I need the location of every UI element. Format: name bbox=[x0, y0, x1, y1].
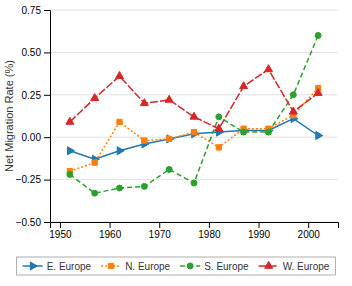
point bbox=[66, 117, 74, 124]
point bbox=[142, 138, 147, 143]
point bbox=[141, 183, 147, 189]
point bbox=[190, 112, 198, 119]
legend-symbol bbox=[187, 263, 193, 269]
point bbox=[289, 107, 297, 114]
tick-mark bbox=[110, 222, 111, 228]
point bbox=[265, 129, 271, 135]
tick-label: 0.00 bbox=[22, 132, 42, 143]
point bbox=[241, 129, 247, 135]
tick-mark bbox=[44, 95, 50, 96]
y-axis: −0.50 −0.25 0.00 0.25 0.50 0.75 bbox=[16, 5, 51, 228]
tick-mark bbox=[44, 180, 50, 181]
x-tick: 1990 bbox=[248, 222, 271, 240]
point bbox=[192, 130, 199, 138]
y-tick: −0.50 bbox=[16, 217, 50, 228]
point bbox=[264, 65, 272, 72]
grid-line bbox=[50, 52, 338, 53]
legend-entry: S. Europe bbox=[180, 261, 249, 272]
point bbox=[290, 92, 296, 98]
legend-symbol bbox=[108, 263, 113, 268]
point bbox=[68, 147, 75, 155]
point bbox=[241, 126, 248, 134]
point bbox=[216, 145, 221, 150]
tick-label: 1960 bbox=[99, 229, 122, 240]
x-tick: 1970 bbox=[149, 222, 172, 240]
x-axis: 1950 1960 1970 1980 1990 2000 bbox=[49, 222, 338, 240]
chart: 1950 1960 1970 1980 1990 2000 −0.50 −0.25 0.00 0.… bbox=[0, 0, 352, 286]
point bbox=[191, 129, 196, 134]
point bbox=[167, 136, 172, 141]
point bbox=[67, 172, 73, 178]
plot-area bbox=[66, 32, 323, 196]
series-line bbox=[70, 35, 318, 193]
y-tick: 0.75 bbox=[22, 5, 50, 16]
legend-entry: W. Europe bbox=[259, 261, 330, 272]
tick-label: 1990 bbox=[248, 229, 271, 240]
y-tick: 0.50 bbox=[22, 47, 50, 58]
tick-label: 1950 bbox=[49, 229, 72, 240]
tick-label: 0.75 bbox=[22, 5, 42, 16]
tick-mark bbox=[44, 10, 50, 11]
point bbox=[314, 88, 322, 95]
point bbox=[315, 32, 321, 38]
tick-label: −0.25 bbox=[16, 174, 42, 185]
tick-label: 0.25 bbox=[22, 90, 42, 101]
point bbox=[216, 114, 222, 120]
grid bbox=[50, 10, 338, 222]
tick-mark bbox=[44, 52, 50, 53]
legend-label: S. Europe bbox=[204, 261, 249, 272]
series-line bbox=[70, 88, 318, 171]
tick-label: 0.50 bbox=[22, 47, 42, 58]
tick-mark bbox=[259, 222, 260, 228]
point bbox=[91, 94, 99, 101]
tick-label: 1980 bbox=[198, 229, 221, 240]
point bbox=[167, 135, 174, 143]
grid-line bbox=[50, 10, 338, 11]
point bbox=[140, 99, 148, 106]
point bbox=[240, 82, 248, 89]
tick-label: 2000 bbox=[298, 229, 321, 240]
point bbox=[316, 131, 323, 139]
point bbox=[92, 190, 98, 196]
point bbox=[117, 119, 122, 124]
point bbox=[215, 124, 223, 131]
x-tick: 1950 bbox=[49, 222, 72, 240]
x-tick: 2000 bbox=[298, 222, 321, 240]
point bbox=[117, 147, 124, 155]
point bbox=[166, 166, 172, 172]
x-tick: 1960 bbox=[99, 222, 122, 240]
y-tick: −0.25 bbox=[16, 174, 50, 185]
point bbox=[191, 180, 197, 186]
x-axis-line bbox=[51, 223, 339, 229]
tick-mark bbox=[209, 222, 210, 228]
point bbox=[165, 95, 173, 102]
y-tick: 0.00 bbox=[22, 132, 50, 143]
tick-label: −0.50 bbox=[16, 217, 42, 228]
legend-frame bbox=[17, 257, 336, 275]
series-line bbox=[70, 119, 318, 160]
tick-mark bbox=[60, 222, 61, 228]
legend: E. Europe N. Europe S. Europe W. Europe bbox=[17, 257, 336, 275]
tick-mark bbox=[44, 137, 50, 138]
legend-label: E. Europe bbox=[47, 261, 92, 272]
tick-label: 1970 bbox=[149, 229, 172, 240]
legend-symbol bbox=[30, 262, 37, 270]
legend-symbol bbox=[265, 261, 273, 268]
legend-entry: N. Europe bbox=[101, 261, 170, 272]
legend-entry: E. Europe bbox=[23, 261, 92, 272]
tick-mark bbox=[308, 222, 309, 228]
tick-mark bbox=[44, 222, 50, 223]
legend-label: N. Europe bbox=[125, 261, 170, 272]
series-line bbox=[70, 69, 318, 128]
point bbox=[115, 72, 123, 79]
point bbox=[92, 160, 97, 165]
y-tick: 0.25 bbox=[22, 90, 50, 101]
tick-mark bbox=[159, 222, 160, 228]
y-axis-line bbox=[44, 11, 51, 223]
x-tick: 1980 bbox=[198, 222, 221, 240]
legend-label: W. Europe bbox=[283, 261, 330, 272]
point bbox=[117, 185, 123, 191]
y-axis-title: Net Migration Rate (%) bbox=[3, 60, 15, 172]
